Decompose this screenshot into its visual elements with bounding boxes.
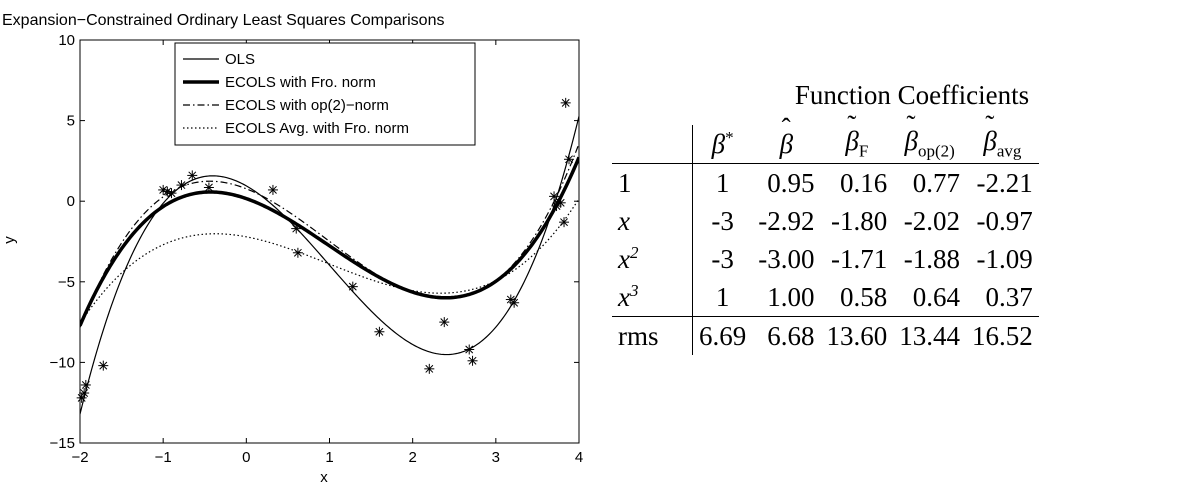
data-point-22 xyxy=(551,201,562,212)
data-point-24 xyxy=(559,217,570,228)
data-point-14 xyxy=(374,326,385,337)
series-line-0 xyxy=(80,116,579,415)
scatter-points xyxy=(76,97,575,403)
data-point-5 xyxy=(162,186,173,197)
table-cell-r1-c3: -2.02 xyxy=(903,205,960,236)
table-cell-r4-c4: 16.52 xyxy=(972,320,1033,351)
row-label-1: x xyxy=(612,202,693,240)
data-point-8 xyxy=(187,170,198,181)
table-cell-r0-c4: -2.21 xyxy=(976,167,1033,198)
x-tick-label-0: −2 xyxy=(71,449,88,466)
y-tick-label-1: −10 xyxy=(50,354,75,371)
table-cell-r4-c0: 6.69 xyxy=(699,320,747,351)
table-cell-r0-c0: 1 xyxy=(715,167,730,198)
data-point-9 xyxy=(203,182,214,193)
table-cell-r0-c1: 0.95 xyxy=(767,167,815,198)
table-cell-r2-c3: -1.88 xyxy=(903,243,960,274)
y-tick-label-4: 5 xyxy=(67,113,75,130)
data-point-17 xyxy=(464,344,475,355)
table-cell-r1-c4: -0.97 xyxy=(976,205,1033,236)
data-point-16 xyxy=(439,317,450,328)
legend-entry-1: ECOLS with Fro. norm xyxy=(225,74,376,91)
legend-entry-0: OLS xyxy=(225,51,255,68)
table-cell-r4-c2: 13.60 xyxy=(826,320,888,351)
x-tick-label-6: 4 xyxy=(575,449,583,466)
row-label-4: rms xyxy=(612,316,693,355)
legend: OLS ECOLS with Fro. norm ECOLS with op(2)−… xyxy=(174,42,476,146)
legend-entry-2: ECOLS with op(2)−norm xyxy=(225,97,389,114)
y-tick-label-3: 0 xyxy=(67,193,75,210)
table-cell-r2-c0: -3 xyxy=(711,243,734,274)
row-label-3: x3 xyxy=(612,278,693,317)
data-point-7 xyxy=(176,180,187,191)
column-header-4: β ˜ avg xyxy=(966,110,1039,164)
ecols-comparison-chart: Expansion−Constrained Ordinary Least Squ… xyxy=(1,12,583,486)
table-cell-r1-c1: -2.92 xyxy=(758,205,815,236)
data-point-25 xyxy=(560,97,571,108)
table-row: rms 6.69 6.68 13.60 13.44 16.52 xyxy=(612,316,1039,355)
legend-entry-3: ECOLS Avg. with Fro. norm xyxy=(225,120,409,137)
data-point-26 xyxy=(564,154,575,165)
x-tick-label-3: 1 xyxy=(325,449,333,466)
data-point-21 xyxy=(549,191,560,202)
y-axis-label: y xyxy=(1,236,18,244)
table-cell-r3-c0: 1 xyxy=(692,278,753,317)
table-cell-r0-c3: 0.77 xyxy=(912,167,960,198)
series-line-1 xyxy=(80,156,579,327)
data-point-23 xyxy=(555,197,566,208)
data-point-2 xyxy=(80,379,91,390)
table-cell-r4-c1: 6.68 xyxy=(767,320,815,351)
data-point-4 xyxy=(158,184,169,195)
table-row: x3 1 1.00 0.58 0.64 0.37 xyxy=(612,278,1039,317)
column-header-0: β* xyxy=(692,125,753,164)
y-tick-label-2: −5 xyxy=(58,274,75,291)
table-cell-r1-c0: -3 xyxy=(711,205,734,236)
table-cell-r3-c4: 0.37 xyxy=(966,278,1039,317)
data-point-15 xyxy=(424,363,435,374)
series-line-3 xyxy=(80,198,579,324)
x-axis-label: x xyxy=(320,469,328,486)
series-line-2 xyxy=(80,143,579,328)
column-header-2: β ˜ F xyxy=(820,110,894,164)
data-point-3 xyxy=(98,360,109,371)
column-header-3: β ˜ op(2) xyxy=(893,110,966,164)
x-tick-label-5: 3 xyxy=(492,449,500,466)
series-curves xyxy=(80,116,579,415)
data-point-12 xyxy=(292,247,303,258)
data-point-18 xyxy=(467,355,478,366)
chart-title: Expansion−Constrained Ordinary Least Squ… xyxy=(2,12,444,29)
table-row: x2 -3 -3.00 -1.71 -1.88 -1.09 xyxy=(612,240,1039,278)
legend-frame xyxy=(174,42,476,146)
table-cell-r0-c2: 0.16 xyxy=(840,167,888,198)
data-point-13 xyxy=(347,281,358,292)
row-label-2: x2 xyxy=(612,240,693,278)
table-cell-r2-c4: -1.09 xyxy=(976,243,1033,274)
x-tick-label-4: 2 xyxy=(408,449,416,466)
data-point-1 xyxy=(79,388,90,399)
table-cell-r3-c1: 1.00 xyxy=(752,278,821,317)
table-row: x -3 -2.92 -1.80 -2.02 -0.97 xyxy=(612,202,1039,240)
x-tick-label-1: −1 xyxy=(155,449,172,466)
data-point-11 xyxy=(291,223,302,234)
table-cell-r2-c2: -1.71 xyxy=(831,243,888,274)
table-cell-r3-c2: 0.58 xyxy=(820,278,894,317)
corner-cell xyxy=(612,125,693,164)
table-cell-r1-c2: -1.80 xyxy=(831,205,888,236)
table-cell-r4-c3: 13.44 xyxy=(899,320,960,351)
table-title: Function Coefficients xyxy=(794,80,1030,110)
table-cell-r2-c1: -3.00 xyxy=(758,243,815,274)
y-tick-label-5: 10 xyxy=(58,32,75,49)
data-point-20 xyxy=(509,297,520,308)
data-point-6 xyxy=(166,188,177,199)
x-tick-label-2: 0 xyxy=(242,449,250,466)
y-tick-label-0: −15 xyxy=(50,435,75,452)
data-point-10 xyxy=(267,184,278,195)
row-label-0: 1 xyxy=(612,163,693,202)
table-cell-r3-c3: 0.64 xyxy=(893,278,966,317)
table-row: 1 1 0.95 0.16 0.77 -2.21 xyxy=(612,163,1039,202)
